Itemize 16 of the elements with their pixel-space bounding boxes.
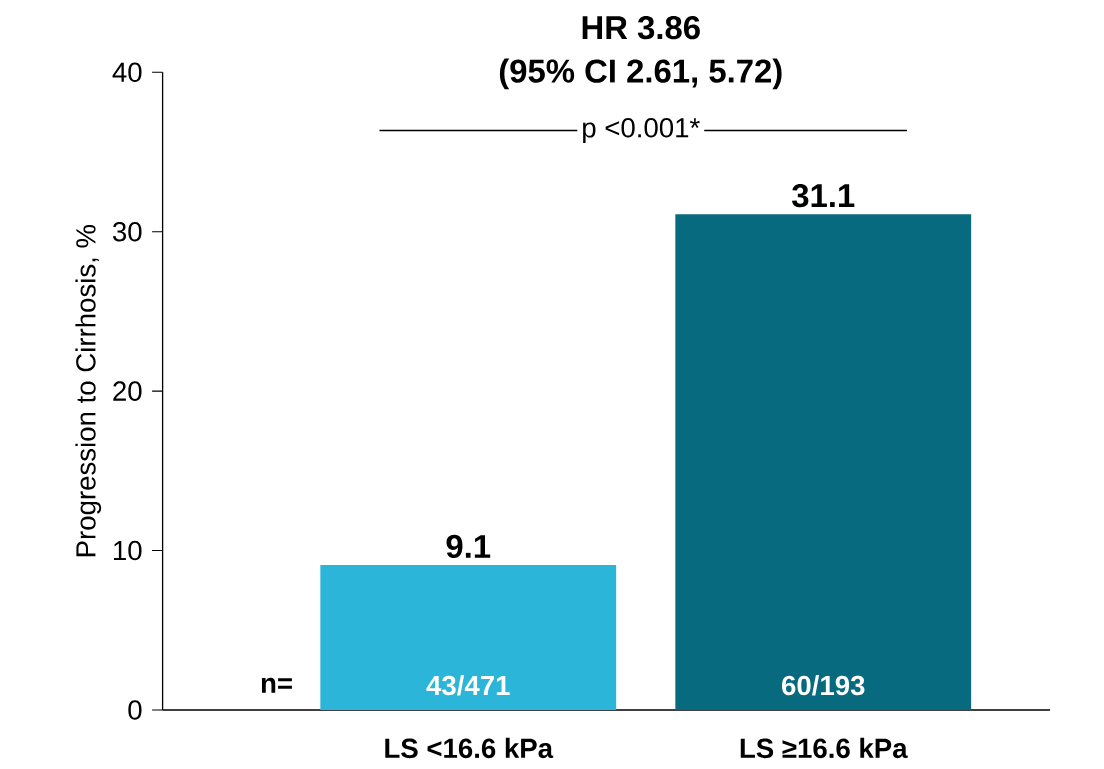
y-axis-title: Progression to Cirrhosis, % <box>75 224 102 557</box>
y-tick-label: 0 <box>128 700 142 720</box>
x-tick-label: LS <16.6 kPa <box>385 737 554 759</box>
chart-title: HR 3.86 <box>582 15 700 40</box>
y-tick-label: 10 <box>114 540 142 561</box>
annotation: p <0.001* <box>583 117 700 143</box>
annotation: 60/193 <box>782 674 865 696</box>
y-tick-label: 20 <box>113 381 142 401</box>
y-tick-label: 30 <box>112 221 142 242</box>
y-tick-label: 40 <box>112 62 142 83</box>
data-label: 9.1 <box>446 534 491 559</box>
annotation: n= <box>261 677 292 693</box>
chart-subtitle: (95% CI 2.61, 5.72) <box>499 58 782 90</box>
data-label: 31.1 <box>792 183 855 208</box>
x-tick-label: LS ≥16.6 kPa <box>740 737 908 759</box>
annotation: 43/471 <box>426 674 510 696</box>
